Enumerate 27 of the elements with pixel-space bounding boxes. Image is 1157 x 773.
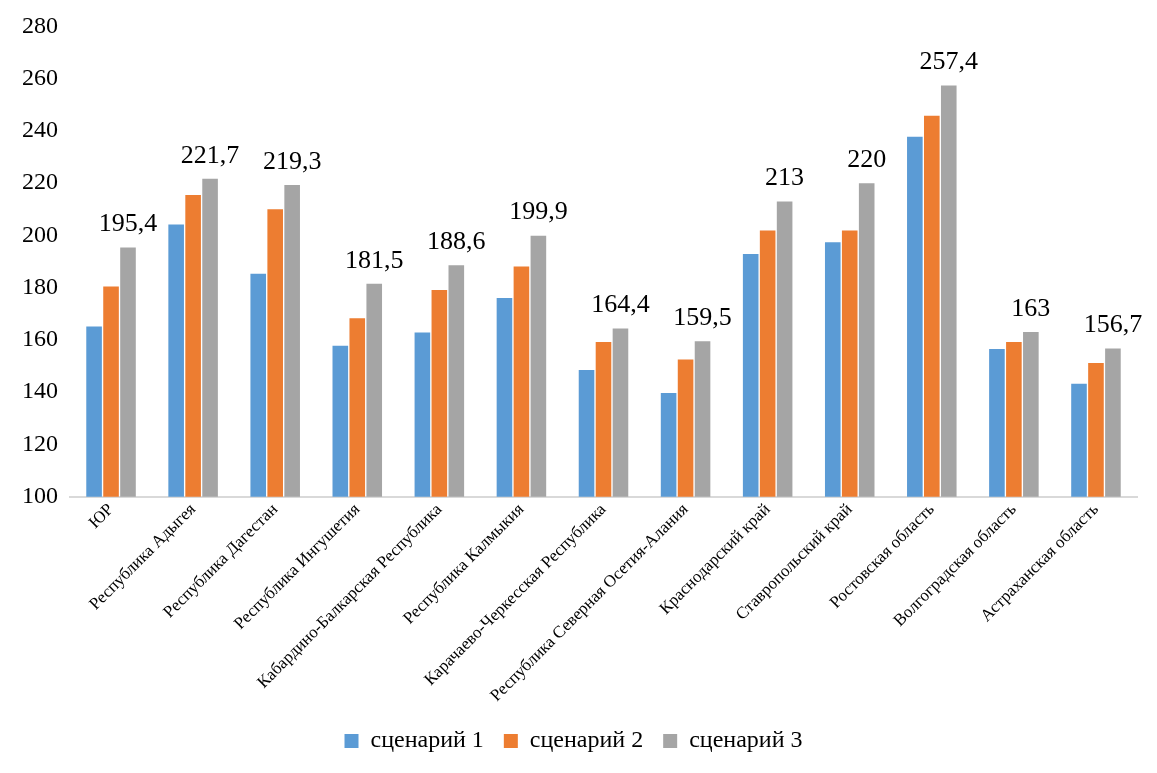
legend-label: сценарий 1 [370, 726, 484, 753]
legend-label: сценарий 3 [689, 726, 803, 753]
legend-label: сценарий 2 [529, 726, 644, 753]
data-label: 195,4 [98, 208, 158, 238]
data-label: 163 [1011, 292, 1051, 322]
y-tick-label: 120 [22, 429, 58, 456]
y-tick-label: 240 [22, 116, 58, 143]
data-label: 221,7 [180, 139, 240, 169]
data-label: 219,3 [262, 145, 322, 175]
y-tick-label: 260 [22, 63, 58, 90]
data-label: 213 [765, 162, 805, 192]
y-tick-label: 160 [22, 325, 58, 352]
y-tick-label: 280 [22, 11, 58, 38]
y-tick-label: 140 [22, 377, 58, 404]
data-label: 159,5 [673, 302, 732, 332]
data-label: 220 [847, 143, 887, 173]
data-label: 188,6 [427, 226, 486, 256]
y-tick-label: 220 [22, 168, 58, 195]
data-label: 199,9 [509, 196, 568, 226]
y-tick-label: 180 [22, 272, 58, 299]
y-tick-label: 200 [22, 220, 58, 247]
data-label: 181,5 [344, 244, 404, 274]
y-tick-label: 100 [22, 481, 58, 508]
x-tick-label: ЮР [84, 499, 118, 532]
data-label: 257,4 [919, 46, 979, 76]
data-label: 156,7 [1083, 309, 1143, 339]
data-label: 164,4 [591, 289, 650, 319]
